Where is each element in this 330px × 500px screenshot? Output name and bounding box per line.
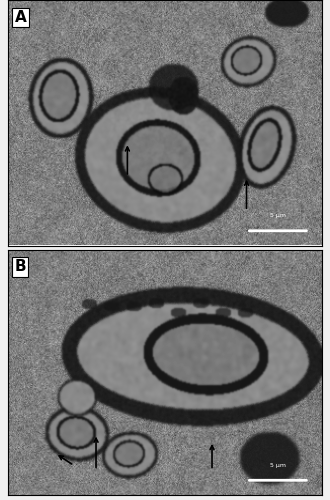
Text: B: B <box>15 260 26 274</box>
Text: 5 μm: 5 μm <box>270 463 286 468</box>
Text: A: A <box>15 10 26 25</box>
Text: 5 μm: 5 μm <box>270 214 286 218</box>
